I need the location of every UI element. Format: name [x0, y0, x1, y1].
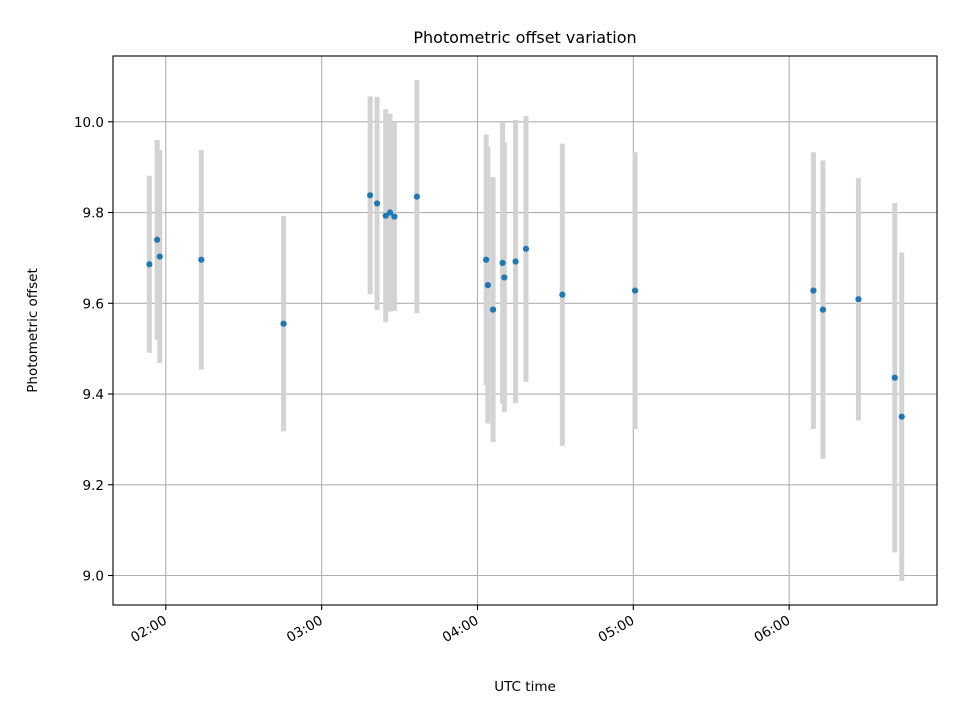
- data-point: [198, 256, 205, 263]
- y-axis-label: Photometric offset: [25, 268, 41, 392]
- data-point: [501, 274, 508, 281]
- data-point: [154, 236, 161, 243]
- y-tick-label: 9.4: [83, 387, 104, 403]
- data-point: [367, 192, 374, 199]
- data-point: [391, 213, 398, 220]
- chart-title: Photometric offset variation: [413, 28, 636, 47]
- data-point: [156, 253, 163, 260]
- data-points: [146, 192, 905, 420]
- data-point: [512, 258, 519, 265]
- plot-frame: [112, 55, 938, 606]
- data-point: [855, 296, 862, 303]
- data-point: [499, 259, 506, 266]
- data-point: [522, 245, 530, 252]
- data-point: [819, 306, 827, 313]
- data-point: [631, 287, 639, 294]
- data-point: [489, 306, 497, 313]
- y-tick-label: 9.8: [83, 206, 104, 222]
- x-axis-label: UTC time: [494, 679, 556, 695]
- data-point: [382, 212, 389, 219]
- data-point: [559, 291, 566, 298]
- data-point: [386, 209, 394, 216]
- y-tick-label: 10.0: [74, 115, 104, 131]
- data-point: [484, 282, 491, 289]
- data-point: [146, 261, 153, 268]
- data-point: [898, 413, 905, 420]
- y-tick-label: 9.0: [83, 569, 104, 585]
- data-point: [891, 374, 898, 381]
- data-point: [373, 200, 381, 207]
- data-point: [483, 256, 490, 263]
- data-point: [280, 320, 287, 327]
- data-point: [810, 287, 817, 294]
- data-point: [413, 193, 420, 200]
- y-tick-label: 9.6: [83, 296, 104, 312]
- y-tick-label: 9.2: [83, 478, 104, 494]
